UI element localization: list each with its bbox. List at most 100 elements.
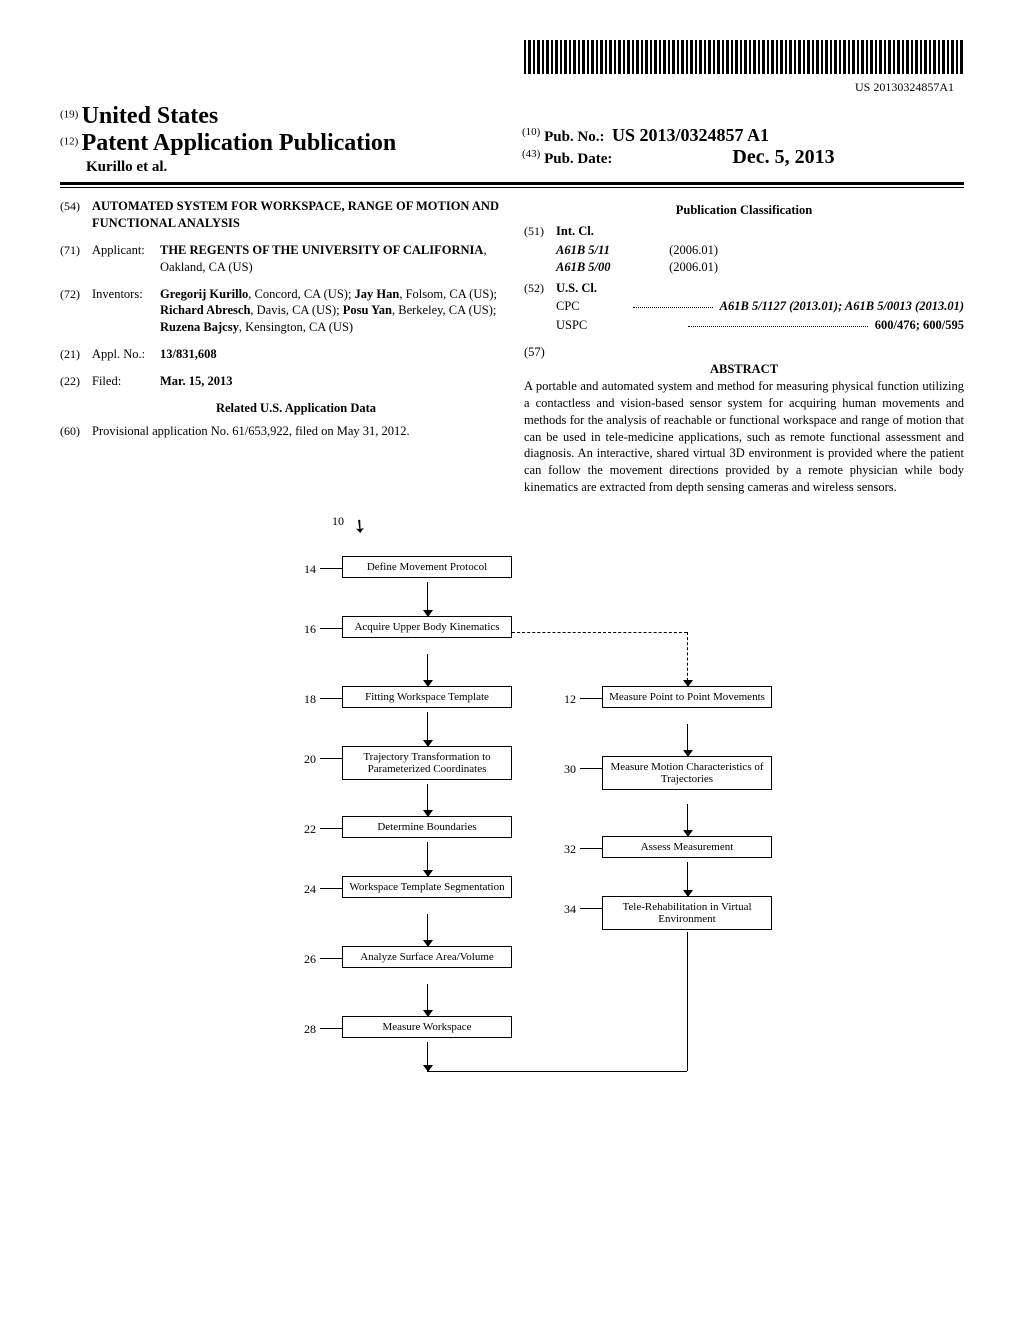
flow-label-30: 30: [564, 762, 576, 777]
flow-arrow-after-20: [427, 784, 428, 816]
field-22-num: (22): [60, 373, 92, 390]
flow-arrow-after-12: [687, 724, 688, 756]
flow-box-34: Tele-Rehabilitation in Virtual Environme…: [602, 896, 772, 930]
flow-arrow-after-30: [687, 804, 688, 836]
field-52-uscl: (52) U.S. Cl.: [524, 280, 964, 297]
applicant-name: THE REGENTS OF THE UNIVERSITY OF CALIFOR…: [160, 243, 483, 257]
intcl-label: Int. Cl.: [556, 223, 964, 240]
intcl-1-date: (2006.01): [669, 243, 718, 257]
inventor-2: Jay Han: [355, 287, 400, 301]
ref-line-12: [580, 698, 602, 699]
cpc-leader: [633, 307, 713, 308]
authors-line: Kurillo et al.: [60, 159, 502, 176]
country-name: United States: [82, 103, 219, 129]
inventor-3: Richard Abresch: [160, 303, 250, 317]
flow-box-32: Assess Measurement: [602, 836, 772, 858]
ref-line-24: [320, 888, 342, 889]
inventors-list: Gregorij Kurillo, Concord, CA (US); Jay …: [160, 286, 500, 337]
field-72-label: Inventors:: [92, 286, 160, 337]
inventor-4: Posu Yan: [343, 303, 392, 317]
field-60-num: (60): [60, 423, 92, 440]
dashed-connector-horizontal: [512, 632, 687, 633]
flow-label-32: 32: [564, 842, 576, 857]
flow-arrow-after-28: [427, 1042, 428, 1071]
applicant-location: ,: [483, 243, 486, 257]
flow-arrow-after-32: [687, 862, 688, 896]
page-header: (19) United States (12) Patent Applicati…: [60, 103, 964, 176]
pub-date-label: Pub. Date:: [544, 151, 612, 167]
bib-right-column: Publication Classification (51) Int. Cl.…: [524, 198, 964, 496]
ref-numeral-10: 10: [332, 514, 344, 529]
pub-no-label: Pub. No.:: [544, 129, 604, 145]
flow-box-16: Acquire Upper Body Kinematics: [342, 616, 512, 638]
pub-type: Patent Application Publication: [82, 130, 397, 156]
flow-label-34: 34: [564, 902, 576, 917]
uspc-label: USPC: [556, 317, 587, 334]
flow-arrow-after-18: [427, 712, 428, 746]
ref-line-22: [320, 828, 342, 829]
flow-box-26: Analyze Surface Area/Volume: [342, 946, 512, 968]
classification-title: Publication Classification: [524, 202, 964, 219]
country-code-num: (19): [60, 109, 78, 121]
bib-left-column: (54) AUTOMATED SYSTEM FOR WORKSPACE, RAN…: [60, 198, 500, 496]
flow-label-22: 22: [304, 822, 316, 837]
intcl-row-2: A61B 5/00 (2006.01): [524, 259, 964, 276]
bibliographic-columns: (54) AUTOMATED SYSTEM FOR WORKSPACE, RAN…: [60, 198, 964, 496]
abstract-header: (57) ABSTRACT: [524, 344, 964, 378]
field-71-num: (71): [60, 242, 92, 276]
field-71-applicant: (71) Applicant: THE REGENTS OF THE UNIVE…: [60, 242, 500, 276]
flow-arrow-after-26: [427, 984, 428, 1016]
pub-no-num: (10): [522, 126, 540, 138]
header-rule-thin: [60, 187, 964, 188]
flow-label-16: 16: [304, 622, 316, 637]
flow-box-24: Workspace Template Segmentation: [342, 876, 512, 898]
uspc-line: USPC 600/476; 600/595: [524, 317, 964, 334]
intcl-2-code: A61B 5/00: [556, 259, 666, 276]
abstract-label: ABSTRACT: [524, 361, 964, 378]
flow-arrow-after-14: [427, 582, 428, 616]
flow-box-30: Measure Motion Characteristics of Trajec…: [602, 756, 772, 790]
field-72-num: (72): [60, 286, 92, 337]
field-22-label: Filed:: [92, 373, 160, 390]
flow-label-18: 18: [304, 692, 316, 707]
provisional-text: Provisional application No. 61/653,922, …: [92, 423, 500, 440]
flow-arrow-after-24: [427, 914, 428, 946]
field-22-filed: (22) Filed: Mar. 15, 2013: [60, 373, 500, 390]
ref-line-32: [580, 848, 602, 849]
inventor-2-loc: , Folsom, CA (US);: [399, 287, 497, 301]
cpc-label: CPC: [556, 298, 580, 315]
flowchart-figure: 10 ➘ Define Movement Protocol14Acquire U…: [162, 526, 862, 1106]
inventor-5-loc: , Kensington, CA (US): [239, 320, 353, 334]
intcl-2-date: (2006.01): [669, 260, 718, 274]
ref-10-arrow: ➘: [347, 514, 372, 540]
flow-right-bottom-line: [687, 932, 688, 1071]
ref-line-26: [320, 958, 342, 959]
uspc-leader: [688, 326, 868, 327]
flow-arrow-after-22: [427, 842, 428, 876]
flow-arrow-after-16: [427, 654, 428, 686]
field-52-num: (52): [524, 280, 556, 297]
applicant-loc-text: Oakland, CA (US): [160, 260, 253, 274]
ref-line-16: [320, 628, 342, 629]
cpc-line: CPC A61B 5/1127 (2013.01); A61B 5/0013 (…: [524, 298, 964, 315]
inventor-1-loc: , Concord, CA (US);: [248, 287, 354, 301]
field-21-label: Appl. No.:: [92, 346, 160, 363]
intcl-1-code: A61B 5/11: [556, 242, 666, 259]
field-71-label: Applicant:: [92, 242, 160, 276]
uscl-label: U.S. Cl.: [556, 280, 964, 297]
flow-box-28: Measure Workspace: [342, 1016, 512, 1038]
barcode-graphic: [524, 40, 964, 74]
cpc-values: A61B 5/1127 (2013.01); A61B 5/0013 (2013…: [720, 299, 964, 313]
flow-label-20: 20: [304, 752, 316, 767]
pub-no-value: US 2013/0324857 A1: [612, 125, 769, 145]
flow-label-28: 28: [304, 1022, 316, 1037]
filed-date-value: Mar. 15, 2013: [160, 373, 500, 390]
flow-label-26: 26: [304, 952, 316, 967]
ref-line-34: [580, 908, 602, 909]
field-51-num: (51): [524, 223, 556, 240]
flow-label-14: 14: [304, 562, 316, 577]
pub-type-num: (12): [60, 136, 78, 148]
pub-date-num: (43): [522, 148, 540, 160]
flow-label-12: 12: [564, 692, 576, 707]
header-rule-thick: [60, 182, 964, 185]
